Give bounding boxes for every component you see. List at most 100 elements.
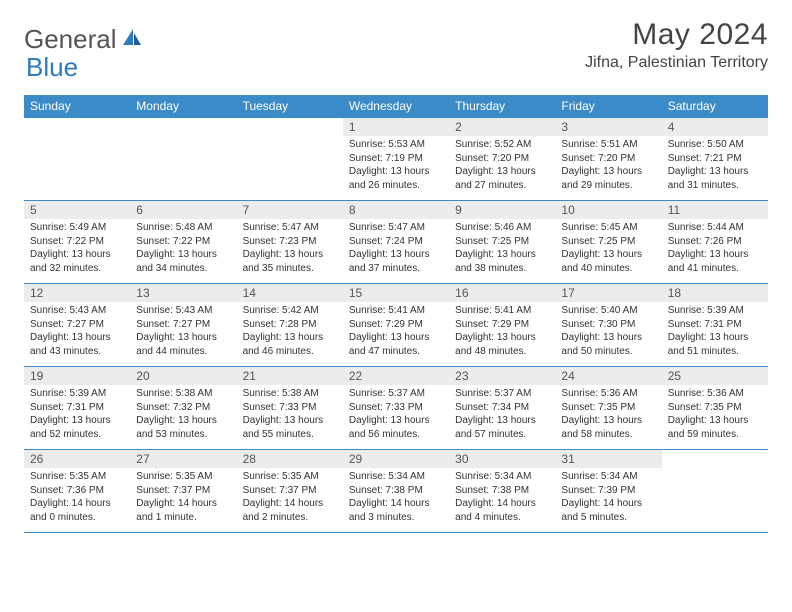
- sunrise-text: Sunrise: 5:43 AM: [30, 304, 124, 318]
- sunset-text: Sunset: 7:35 PM: [668, 401, 762, 415]
- day-cell: 16Sunrise: 5:41 AMSunset: 7:29 PMDayligh…: [449, 284, 555, 366]
- day-details: Sunrise: 5:35 AMSunset: 7:37 PMDaylight:…: [237, 468, 343, 528]
- day-details: Sunrise: 5:34 AMSunset: 7:38 PMDaylight:…: [343, 468, 449, 528]
- sunrise-text: Sunrise: 5:50 AM: [668, 138, 762, 152]
- day-cell: 27Sunrise: 5:35 AMSunset: 7:37 PMDayligh…: [130, 450, 236, 532]
- sunset-text: Sunset: 7:34 PM: [455, 401, 549, 415]
- daylight-text: Daylight: 13 hours and 56 minutes.: [349, 414, 443, 441]
- title-block: May 2024 Jifna, Palestinian Territory: [585, 18, 768, 72]
- day-details: Sunrise: 5:43 AMSunset: 7:27 PMDaylight:…: [24, 302, 130, 362]
- sunrise-text: Sunrise: 5:46 AM: [455, 221, 549, 235]
- sunset-text: Sunset: 7:29 PM: [455, 318, 549, 332]
- sunset-text: Sunset: 7:37 PM: [136, 484, 230, 498]
- daylight-text: Daylight: 13 hours and 43 minutes.: [30, 331, 124, 358]
- day-cell: 4 Sunrise: 5:50 AMSunset: 7:21 PMDaylight…: [662, 118, 768, 200]
- week-row: 26Sunrise: 5:35 AMSunset: 7:36 PMDayligh…: [24, 449, 768, 533]
- brand-part1: General: [24, 24, 117, 55]
- sunrise-text: Sunrise: 5:49 AM: [30, 221, 124, 235]
- daylight-text: Daylight: 14 hours and 4 minutes.: [455, 497, 549, 524]
- sunset-text: Sunset: 7:21 PM: [668, 152, 762, 166]
- daylight-text: Daylight: 13 hours and 35 minutes.: [243, 248, 337, 275]
- day-number: 7: [237, 201, 343, 219]
- weekday-header: Tuesday: [237, 95, 343, 117]
- day-cell: 1 Sunrise: 5:53 AMSunset: 7:19 PMDaylight…: [343, 118, 449, 200]
- day-details: Sunrise: 5:47 AMSunset: 7:23 PMDaylight:…: [237, 219, 343, 279]
- day-cell: 12Sunrise: 5:43 AMSunset: 7:27 PMDayligh…: [24, 284, 130, 366]
- day-details: Sunrise: 5:48 AMSunset: 7:22 PMDaylight:…: [130, 219, 236, 279]
- sunset-text: Sunset: 7:27 PM: [30, 318, 124, 332]
- day-cell: 24Sunrise: 5:36 AMSunset: 7:35 PMDayligh…: [555, 367, 661, 449]
- sunrise-text: Sunrise: 5:45 AM: [561, 221, 655, 235]
- weekday-header: Wednesday: [343, 95, 449, 117]
- daylight-text: Daylight: 13 hours and 50 minutes.: [561, 331, 655, 358]
- sunrise-text: Sunrise: 5:48 AM: [136, 221, 230, 235]
- sunset-text: Sunset: 7:35 PM: [561, 401, 655, 415]
- week-row: 12Sunrise: 5:43 AMSunset: 7:27 PMDayligh…: [24, 283, 768, 366]
- daylight-text: Daylight: 13 hours and 40 minutes.: [561, 248, 655, 275]
- sunset-text: Sunset: 7:24 PM: [349, 235, 443, 249]
- daylight-text: Daylight: 13 hours and 46 minutes.: [243, 331, 337, 358]
- day-number: 23: [449, 367, 555, 385]
- daylight-text: Daylight: 13 hours and 52 minutes.: [30, 414, 124, 441]
- day-number: 22: [343, 367, 449, 385]
- week-row: 5Sunrise: 5:49 AMSunset: 7:22 PMDaylight…: [24, 200, 768, 283]
- sunrise-text: Sunrise: 5:34 AM: [349, 470, 443, 484]
- day-number: 26: [24, 450, 130, 468]
- day-number: 21: [237, 367, 343, 385]
- day-details: Sunrise: 5:37 AMSunset: 7:34 PMDaylight:…: [449, 385, 555, 445]
- sunset-text: Sunset: 7:25 PM: [455, 235, 549, 249]
- brand-part2: Blue: [26, 52, 78, 82]
- day-number: 27: [130, 450, 236, 468]
- day-details: Sunrise: 5:45 AMSunset: 7:25 PMDaylight:…: [555, 219, 661, 279]
- day-cell: 18Sunrise: 5:39 AMSunset: 7:31 PMDayligh…: [662, 284, 768, 366]
- sunset-text: Sunset: 7:19 PM: [349, 152, 443, 166]
- sunrise-text: Sunrise: 5:35 AM: [136, 470, 230, 484]
- sunset-text: Sunset: 7:29 PM: [349, 318, 443, 332]
- sail-icon: [121, 27, 143, 52]
- day-details: Sunrise: 5:34 AMSunset: 7:39 PMDaylight:…: [555, 468, 661, 528]
- day-number: 15: [343, 284, 449, 302]
- day-cell: 31Sunrise: 5:34 AMSunset: 7:39 PMDayligh…: [555, 450, 661, 532]
- sunrise-text: Sunrise: 5:44 AM: [668, 221, 762, 235]
- sunrise-text: Sunrise: 5:35 AM: [30, 470, 124, 484]
- sunrise-text: Sunrise: 5:39 AM: [30, 387, 124, 401]
- day-number: 4: [662, 118, 768, 136]
- day-number: 3: [555, 118, 661, 136]
- day-number: 24: [555, 367, 661, 385]
- day-number: 6: [130, 201, 236, 219]
- sunrise-text: Sunrise: 5:51 AM: [561, 138, 655, 152]
- day-cell: 28Sunrise: 5:35 AMSunset: 7:37 PMDayligh…: [237, 450, 343, 532]
- day-details: Sunrise: 5:42 AMSunset: 7:28 PMDaylight:…: [237, 302, 343, 362]
- day-details: Sunrise: 5:43 AMSunset: 7:27 PMDaylight:…: [130, 302, 236, 362]
- sunrise-text: Sunrise: 5:36 AM: [561, 387, 655, 401]
- daylight-text: Daylight: 13 hours and 37 minutes.: [349, 248, 443, 275]
- day-number: 19: [24, 367, 130, 385]
- day-details: Sunrise: 5:49 AMSunset: 7:22 PMDaylight:…: [24, 219, 130, 279]
- day-details: Sunrise: 5:46 AMSunset: 7:25 PMDaylight:…: [449, 219, 555, 279]
- sunrise-text: Sunrise: 5:43 AM: [136, 304, 230, 318]
- day-number: 8: [343, 201, 449, 219]
- day-cell: 17Sunrise: 5:40 AMSunset: 7:30 PMDayligh…: [555, 284, 661, 366]
- day-number: 30: [449, 450, 555, 468]
- day-cell: 22Sunrise: 5:37 AMSunset: 7:33 PMDayligh…: [343, 367, 449, 449]
- daylight-text: Daylight: 13 hours and 26 minutes.: [349, 165, 443, 192]
- sunrise-text: Sunrise: 5:53 AM: [349, 138, 443, 152]
- day-number: 1: [343, 118, 449, 136]
- day-cell: 19Sunrise: 5:39 AMSunset: 7:31 PMDayligh…: [24, 367, 130, 449]
- day-details: Sunrise: 5:39 AMSunset: 7:31 PMDaylight:…: [662, 302, 768, 362]
- sunset-text: Sunset: 7:39 PM: [561, 484, 655, 498]
- daylight-text: Daylight: 14 hours and 3 minutes.: [349, 497, 443, 524]
- sunset-text: Sunset: 7:20 PM: [561, 152, 655, 166]
- sunrise-text: Sunrise: 5:34 AM: [561, 470, 655, 484]
- day-number: 17: [555, 284, 661, 302]
- day-cell: 9Sunrise: 5:46 AMSunset: 7:25 PMDaylight…: [449, 201, 555, 283]
- day-cell: 30Sunrise: 5:34 AMSunset: 7:38 PMDayligh…: [449, 450, 555, 532]
- day-cell: 20Sunrise: 5:38 AMSunset: 7:32 PMDayligh…: [130, 367, 236, 449]
- daylight-text: Daylight: 13 hours and 31 minutes.: [668, 165, 762, 192]
- sunrise-text: Sunrise: 5:41 AM: [349, 304, 443, 318]
- sunrise-text: Sunrise: 5:38 AM: [243, 387, 337, 401]
- day-number: 18: [662, 284, 768, 302]
- day-cell: 26Sunrise: 5:35 AMSunset: 7:36 PMDayligh…: [24, 450, 130, 532]
- daylight-text: Daylight: 13 hours and 27 minutes.: [455, 165, 549, 192]
- daylight-text: Daylight: 13 hours and 48 minutes.: [455, 331, 549, 358]
